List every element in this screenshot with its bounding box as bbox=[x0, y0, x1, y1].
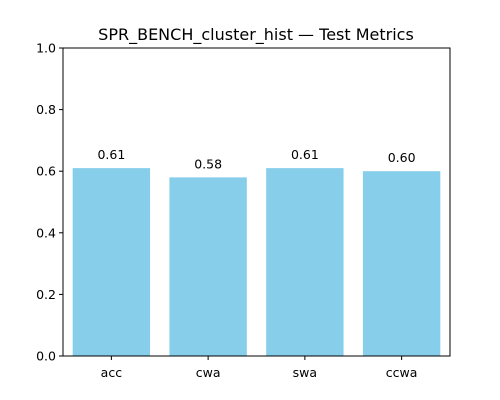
chart-title: SPR_BENCH_cluster_hist — Test Metrics bbox=[98, 25, 414, 45]
plot-frame bbox=[62, 47, 451, 357]
y-tick-label-0: 0.0 bbox=[36, 349, 56, 364]
x-tick-label-acc: acc bbox=[101, 365, 123, 380]
bars-layer bbox=[72, 168, 441, 356]
bar-acc bbox=[72, 168, 151, 356]
data-label-swa: 0.61 bbox=[291, 147, 319, 162]
data-label-acc: 0.61 bbox=[97, 147, 125, 162]
bar-cwa bbox=[169, 177, 247, 356]
y-tick-label-4: 0.8 bbox=[36, 102, 56, 117]
x-tick-label-swa: swa bbox=[293, 365, 317, 380]
bar-ccwa bbox=[362, 171, 441, 356]
axes-layer: acc cwa swa ccwa 0.0 0.2 0.4 0.6 0.8 1.0 bbox=[36, 41, 451, 380]
x-tick-label-ccwa: ccwa bbox=[386, 365, 418, 380]
y-tick-label-1: 0.2 bbox=[36, 287, 56, 302]
data-label-ccwa: 0.60 bbox=[388, 150, 416, 165]
data-labels-layer: 0.61 0.58 0.61 0.60 bbox=[97, 147, 415, 171]
bar-swa bbox=[266, 168, 344, 356]
data-label-cwa: 0.58 bbox=[194, 156, 222, 171]
y-tick-label-5: 1.0 bbox=[36, 41, 56, 56]
y-tick-label-2: 0.4 bbox=[36, 225, 56, 240]
y-tick-label-3: 0.6 bbox=[36, 164, 56, 179]
x-tick-label-cwa: cwa bbox=[196, 365, 221, 380]
